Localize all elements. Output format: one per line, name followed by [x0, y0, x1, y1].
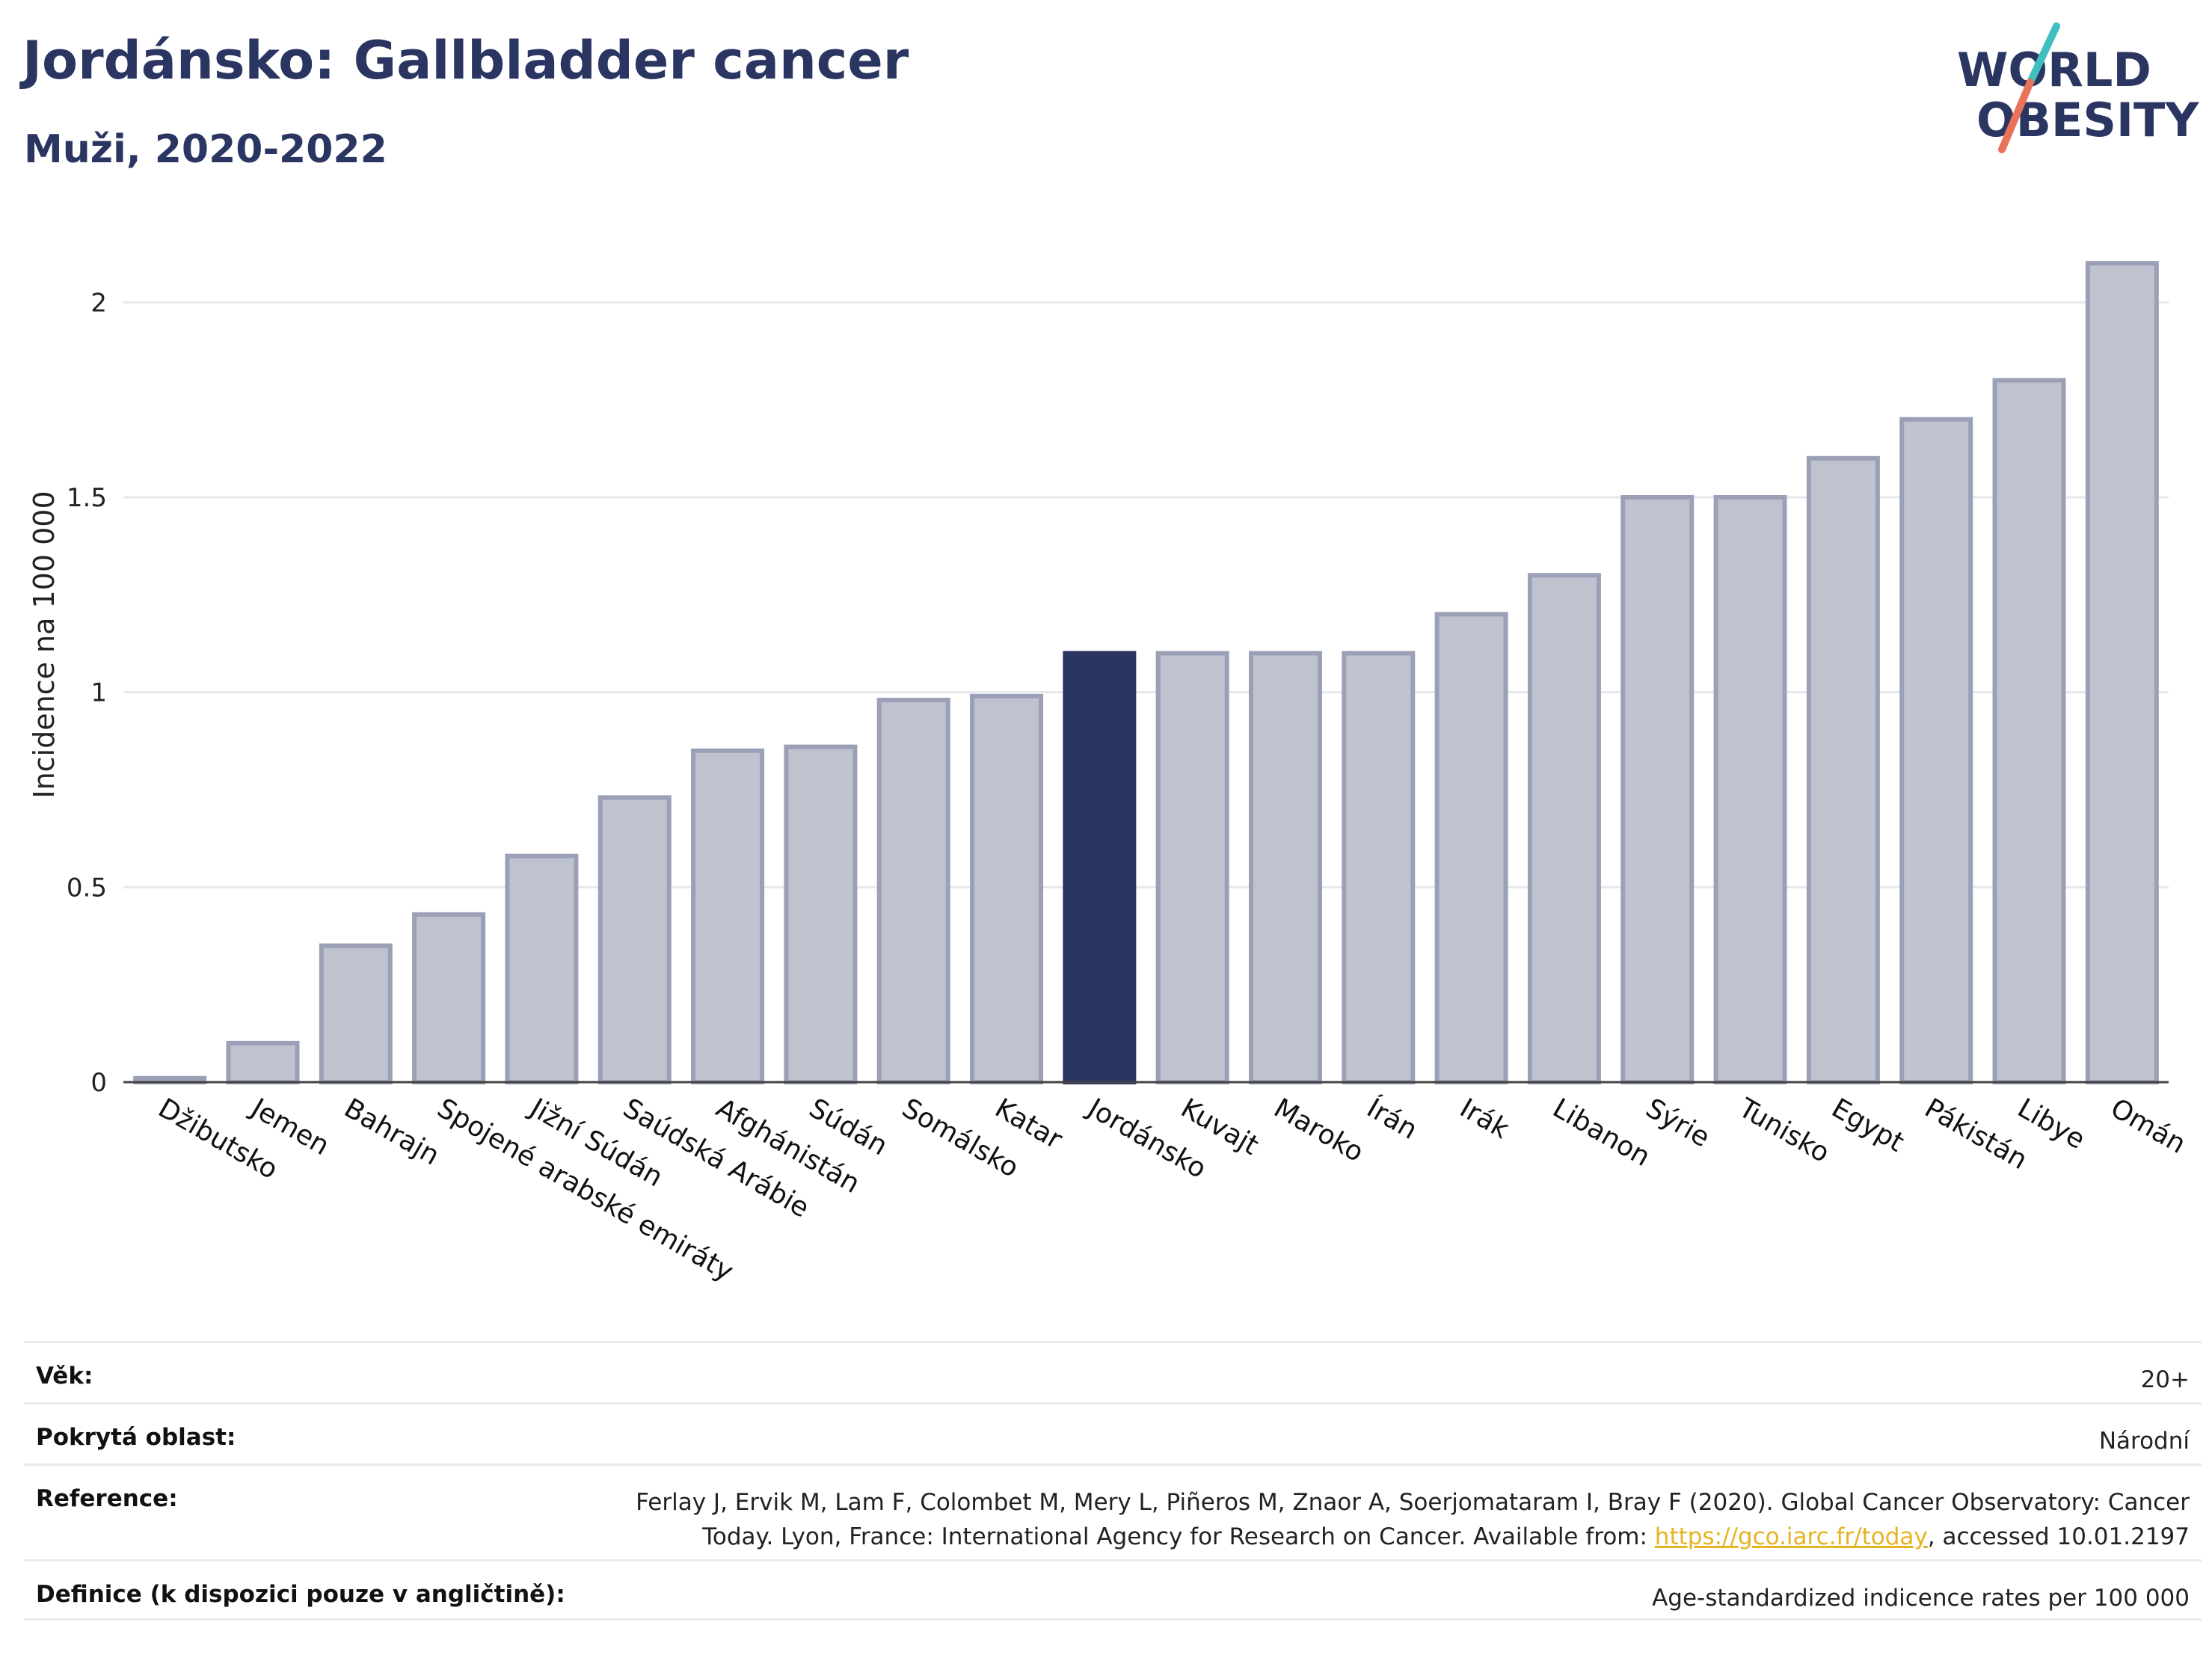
bar	[505, 853, 579, 1085]
world-obesity-logo: WORLD OBESITY	[1957, 22, 2199, 153]
bar	[784, 744, 858, 1084]
y-tick-label: 0.5	[67, 873, 107, 903]
bar	[1713, 494, 1787, 1084]
info-row-age: Věk: 20+	[24, 1341, 2202, 1402]
y-tick-label: 2	[90, 288, 107, 318]
x-tick-label: Írán	[1362, 1092, 1423, 1146]
reference-line2-pre: Today. Lyon, France: International Agenc…	[702, 1523, 1655, 1550]
x-tick-label: Libanon	[1547, 1093, 1655, 1173]
x-tick-label: Tunisko	[1733, 1093, 1834, 1169]
bar	[319, 943, 393, 1084]
reference-label: Reference:	[36, 1485, 178, 1512]
info-row-definition: Definice (k dispozici pouze v angličtině…	[24, 1559, 2202, 1621]
bar	[597, 795, 672, 1084]
definition-value: Age-standardized indicence rates per 100…	[1652, 1585, 2190, 1612]
y-axis-label: Incidence na 100 000	[28, 491, 61, 798]
x-tick-label: Pákistán	[1920, 1093, 2033, 1176]
info-row-reference: Reference: Ferlay J, Ervik M, Lam F, Col…	[24, 1464, 2202, 1559]
y-tick-labels: 0 0.5 1 1.5 2	[67, 288, 107, 1098]
chart-subtitle: Muži, 2020-2022	[24, 127, 387, 172]
reference-line2-post: , accessed 10.01.2197	[1927, 1523, 2190, 1550]
logo-slash-top	[2027, 22, 2060, 86]
info-row-area: Pokrytá oblast: Národní	[24, 1402, 2202, 1464]
bar	[1155, 651, 1229, 1084]
bar	[876, 698, 950, 1085]
bar	[2085, 261, 2159, 1084]
age-value: 20+	[2140, 1366, 2190, 1393]
bar	[691, 748, 765, 1084]
age-label: Věk:	[36, 1363, 93, 1390]
bar	[1063, 651, 1137, 1084]
bar	[412, 912, 486, 1084]
x-tick-label: Irák	[1454, 1093, 1514, 1145]
bar	[1899, 417, 1973, 1084]
y-tick-label: 1	[90, 678, 107, 708]
x-tick-label: Bahrajn	[339, 1093, 444, 1171]
reference-value: Ferlay J, Ervik M, Lam F, Colombet M, Me…	[636, 1485, 2190, 1554]
y-tick-label: 0	[90, 1068, 107, 1098]
chart-title: Jordánsko: Gallbladder cancer	[22, 30, 909, 91]
bar	[1248, 651, 1322, 1084]
bar	[1527, 573, 1601, 1084]
x-tick-label: Omán	[2105, 1093, 2190, 1160]
logo-line1: WORLD	[1957, 43, 2151, 97]
bar	[970, 693, 1044, 1084]
logo-slash-bottom	[1998, 79, 2034, 153]
area-label: Pokrytá oblast:	[36, 1424, 236, 1451]
area-value: Národní	[2098, 1428, 2190, 1455]
bar	[1806, 455, 1880, 1084]
bars	[133, 261, 2159, 1085]
bar	[1342, 651, 1416, 1084]
y-tick-label: 1.5	[67, 483, 107, 513]
bar	[1992, 378, 2066, 1084]
definition-label: Definice (k dispozici pouze v angličtině…	[36, 1581, 565, 1608]
bar	[1620, 494, 1695, 1084]
bar	[226, 1040, 300, 1085]
bar	[1434, 612, 1508, 1084]
x-tick-label: Maroko	[1268, 1093, 1368, 1168]
reference-line1: Ferlay J, Ervik M, Lam F, Colombet M, Me…	[636, 1489, 2190, 1516]
info-table: Věk: 20+ Pokrytá oblast: Národní Referen…	[24, 1341, 2202, 1621]
reference-link[interactable]: https://gco.iarc.fr/today	[1654, 1523, 1928, 1550]
x-tick-label: Egypt	[1826, 1093, 1908, 1158]
